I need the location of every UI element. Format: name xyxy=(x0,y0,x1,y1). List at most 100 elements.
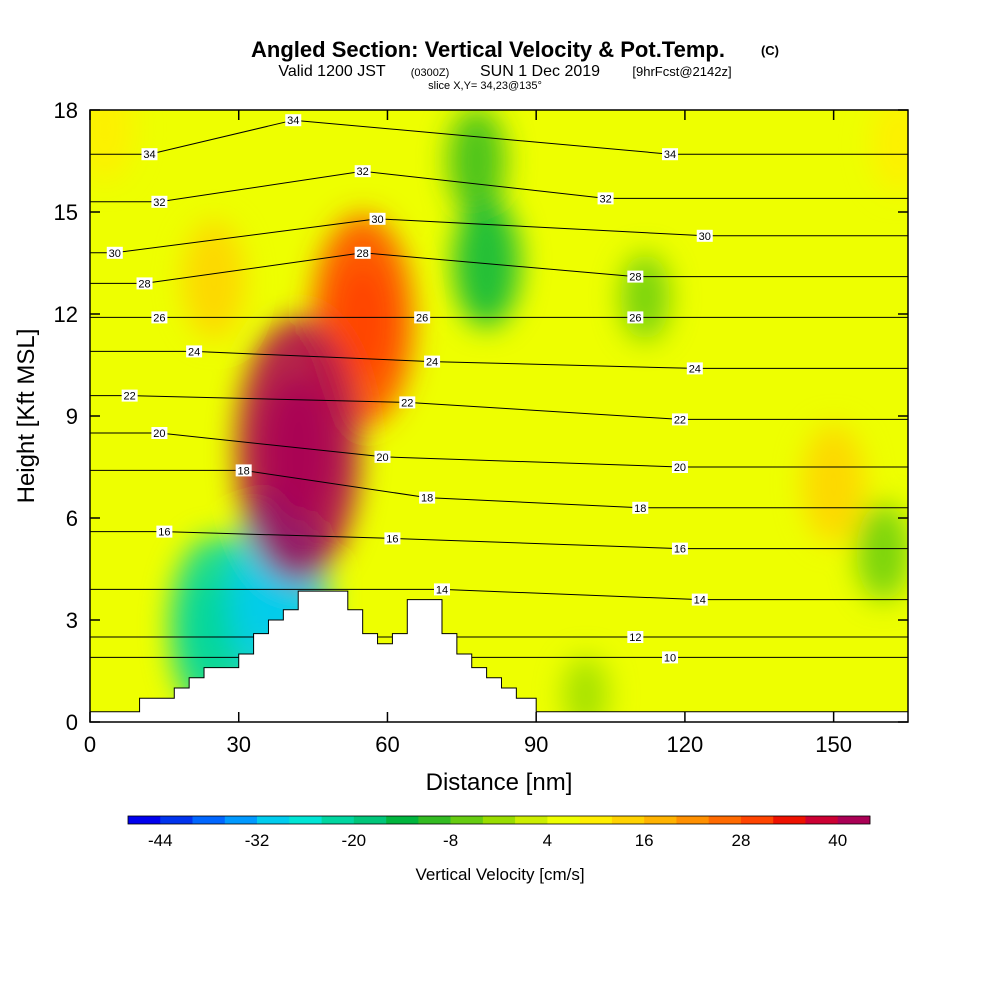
colorbar-bin-9 xyxy=(418,816,451,824)
theta-label-bg-12 xyxy=(414,311,431,324)
colorbar-bin-7 xyxy=(353,816,387,824)
valid-date: SUN 1 Dec 2019 xyxy=(480,63,600,80)
theta-label-16: 16 xyxy=(674,544,686,556)
theta-label-26: 26 xyxy=(629,312,641,324)
colorbar-bin-20 xyxy=(773,816,806,824)
y-axis-label: Height [Kft MSL] xyxy=(13,329,40,504)
colorbar-tick-label: -20 xyxy=(342,831,367,850)
colorbar-bin-8 xyxy=(386,816,419,824)
theta-label-bg-16 xyxy=(186,345,203,358)
theta-label-24: 24 xyxy=(689,363,701,375)
theta-label-28: 28 xyxy=(138,278,150,290)
colorbar-bin-2 xyxy=(192,816,226,824)
x-tick-label-150: 150 xyxy=(815,732,852,757)
colorbar-bin-4 xyxy=(257,816,290,824)
theta-label-bg-22 xyxy=(151,427,168,439)
theta-label-bg-7 xyxy=(106,246,123,259)
colorbar-bin-16 xyxy=(644,816,677,824)
theta-label-22: 22 xyxy=(124,391,136,403)
y-tick-label-0: 0 xyxy=(66,710,78,735)
valid-time: Valid 1200 JST xyxy=(278,63,386,80)
colorbar-tick-label: 28 xyxy=(731,831,750,850)
colorbar-bin-6 xyxy=(321,816,355,824)
velocity-cell-2 xyxy=(856,503,908,601)
theta-label-bg-4 xyxy=(151,195,168,208)
colorbar-tick-label: -44 xyxy=(148,831,173,850)
x-tick-label-0: 0 xyxy=(84,732,96,757)
theta-label-30: 30 xyxy=(109,248,121,260)
theta-label-bg-24 xyxy=(419,491,436,504)
velocity-core-9 xyxy=(189,577,239,677)
theta-label-bg-11 xyxy=(627,270,644,283)
theta-label-bg-15 xyxy=(424,355,441,368)
y-tick-label-12: 12 xyxy=(54,302,78,327)
terrain-mask xyxy=(90,590,908,722)
colorbar-bin-15 xyxy=(611,816,645,824)
theta-label-bg-27 xyxy=(384,532,401,545)
theta-label-20: 20 xyxy=(674,462,686,474)
theta-label-30: 30 xyxy=(699,231,711,243)
colorbar-tick-label: -32 xyxy=(245,831,270,850)
title-unit: (C) xyxy=(761,43,779,58)
theta-label-bg-14 xyxy=(627,311,644,324)
theta-label-bg-8 xyxy=(696,229,713,242)
colorbar-bin-12 xyxy=(515,816,548,824)
theta-label-bg-18 xyxy=(399,396,416,409)
theta-label-bg-30 xyxy=(433,583,450,596)
theta-label-28: 28 xyxy=(629,272,641,284)
colorbar-bin-0 xyxy=(128,816,161,824)
theta-label-bg-25 xyxy=(235,464,252,477)
theta-label-bg-26 xyxy=(632,501,649,514)
theta-label-34: 34 xyxy=(143,149,155,161)
colorbar-bin-14 xyxy=(579,816,613,824)
y-tick-label-18: 18 xyxy=(54,98,78,123)
theta-label-14: 14 xyxy=(436,584,448,596)
slice-info: slice X,Y= 34,23@135° xyxy=(428,80,542,92)
theta-label-16: 16 xyxy=(158,527,170,539)
velocity-cell-5 xyxy=(90,110,134,181)
colorbar-bin-5 xyxy=(289,816,322,824)
theta-label-bg-2 xyxy=(662,148,679,161)
theta-label-bg-3 xyxy=(354,165,371,178)
x-axis: 0 30 60 90 120 150 xyxy=(84,110,852,757)
y-tick-label-15: 15 xyxy=(54,200,78,225)
velocity-cell-1 xyxy=(620,253,670,341)
theta-label-22: 22 xyxy=(674,414,686,426)
y-tick-label-3: 3 xyxy=(66,608,78,633)
velocity-cell-4 xyxy=(447,110,506,215)
colorbar-bin-17 xyxy=(676,816,709,824)
theta-line-14 xyxy=(90,588,908,601)
colorbar-bin-1 xyxy=(160,816,193,824)
theta-label-28: 28 xyxy=(357,248,369,260)
y-tick-label-6: 6 xyxy=(66,506,78,531)
theta-label-12: 12 xyxy=(629,632,641,644)
theta-label-bg-32 xyxy=(627,631,644,643)
velocity-cell-8 xyxy=(453,198,521,328)
colorbar-tick-label: 16 xyxy=(635,831,654,850)
theta-label-bg-5 xyxy=(597,192,614,205)
valid-utc: (0300Z) xyxy=(411,67,450,79)
forecast-info: [9hrFcst@2142z] xyxy=(632,64,731,79)
theta-label-bg-21 xyxy=(374,450,391,463)
colorbar-tick-label: 40 xyxy=(828,831,847,850)
chart-title: Angled Section: Vertical Velocity & Pot.… xyxy=(251,37,725,62)
colorbar-bin-18 xyxy=(708,816,742,824)
colorbar: -44 -32 -20 -8 4 16 28 40 xyxy=(127,815,871,850)
velocity-core-10 xyxy=(334,262,391,380)
theta-label-bg-19 xyxy=(121,389,138,402)
velocity-cell-6 xyxy=(802,424,865,544)
theta-label-bg-33 xyxy=(662,651,679,664)
theta-label-18: 18 xyxy=(634,503,646,515)
colorbar-tick-label: -8 xyxy=(443,831,458,850)
theta-label-32: 32 xyxy=(153,197,165,209)
colorbar-bin-13 xyxy=(547,816,580,824)
theta-label-20: 20 xyxy=(153,428,165,440)
theta-label-32: 32 xyxy=(357,166,369,178)
theta-label-bg-6 xyxy=(369,212,386,225)
theta-label-34: 34 xyxy=(664,149,676,161)
y-axis: 0 3 6 9 12 15 18 xyxy=(54,98,908,735)
colorbar-tick-label: 4 xyxy=(543,831,552,850)
x-axis-label: Distance [nm] xyxy=(426,769,573,796)
theta-label-26: 26 xyxy=(416,312,428,324)
theta-label-22: 22 xyxy=(401,397,413,409)
